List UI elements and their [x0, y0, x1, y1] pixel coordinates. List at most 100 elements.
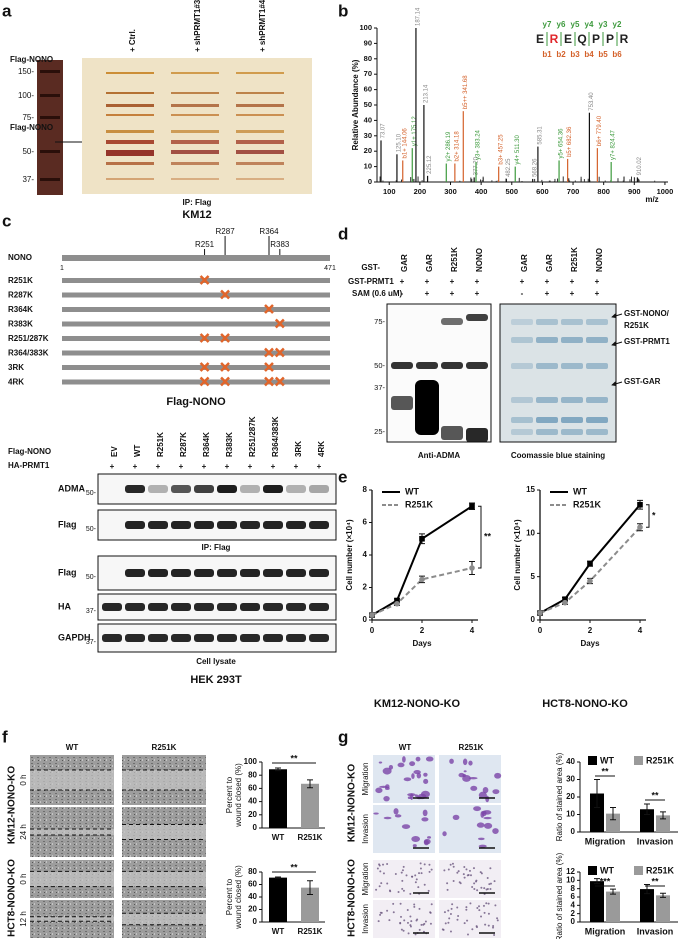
peak-label: 125.10: [397, 133, 403, 152]
stained-cell: [409, 924, 412, 927]
gel-band: [536, 417, 558, 423]
mutant-bar: [62, 336, 330, 341]
point: [394, 600, 400, 607]
mutation-mark: [274, 376, 285, 387]
y-tick-label: 8: [363, 485, 368, 494]
residue: P: [592, 32, 600, 46]
x-tick-label: 0: [538, 626, 543, 635]
gel-band: [561, 397, 583, 403]
error-bar: [594, 878, 600, 885]
x-tick-label: 800: [597, 187, 610, 196]
x-tick-label: 2: [588, 626, 593, 635]
b-ion: b6: [612, 50, 622, 59]
lane-label: WT: [133, 444, 142, 457]
stained-cell: [399, 921, 402, 924]
y-ion: y4: [585, 20, 594, 29]
stained-cell: [485, 902, 488, 905]
stained-cell: [416, 772, 422, 779]
blot-band: [391, 362, 413, 369]
gel-band: [586, 429, 608, 435]
gel-band: [536, 363, 558, 369]
row-label: SAM (0.6 uM): [352, 289, 403, 298]
y-tick-label: 60: [248, 784, 257, 793]
arrow: [611, 313, 623, 319]
stained-cell: [386, 862, 389, 865]
point: [469, 503, 475, 510]
stained-cell: [392, 911, 395, 914]
y-tick-label: 0: [363, 615, 368, 624]
peak-label: b3+ 457.25: [498, 134, 504, 165]
y-tick-label: 15: [526, 485, 535, 494]
cell-line: KM12: [182, 209, 211, 221]
gel-band: [536, 397, 558, 403]
stained-cell: [412, 844, 417, 848]
panel-letter: c: [2, 211, 11, 230]
lane-label: NONO: [475, 248, 484, 272]
peak-label: 753.40: [589, 92, 595, 111]
stained-cell: [466, 919, 469, 922]
domain-bar: [62, 255, 330, 261]
stained-cell: [425, 756, 434, 762]
transwell-image: [439, 860, 501, 898]
gel-band: [106, 162, 154, 165]
wound-gap: [30, 871, 114, 887]
y-tick-label: 10: [566, 875, 575, 884]
cell-line: HEK 293T: [190, 674, 242, 686]
stained-cell: [419, 867, 422, 870]
residue: Q: [577, 32, 586, 46]
stained-cell: [449, 913, 452, 916]
x-tick-label: R251K: [298, 833, 323, 842]
panel-letter: e: [338, 467, 347, 486]
stained-cell: [457, 914, 460, 917]
stained-cell: [456, 906, 459, 909]
marker-label: 150-: [18, 67, 34, 76]
stained-cell: [423, 778, 429, 785]
legend-label: WT: [405, 486, 419, 496]
band-label: R251K: [624, 321, 649, 330]
gel: [82, 58, 312, 194]
marker-label: 100-: [18, 91, 34, 100]
stained-cell: [489, 888, 492, 891]
error-bar: [660, 811, 666, 820]
stained-cell: [417, 886, 420, 889]
y-tick-label: 30: [566, 775, 575, 784]
mutant-label: R383K: [8, 320, 33, 329]
bar: [606, 891, 620, 922]
time-label: 0 h: [19, 873, 28, 884]
stained-cell: [478, 844, 487, 848]
stained-cell: [473, 806, 482, 812]
lane-label: + shPRMT1#4: [258, 0, 267, 52]
stained-cell: [375, 787, 383, 794]
stained-cell: [480, 811, 485, 818]
stained-cell: [383, 795, 390, 802]
panel-letter: a: [2, 1, 12, 20]
stained-cell: [423, 883, 426, 886]
blot-band: [441, 426, 463, 440]
assay-label: Migration: [361, 763, 370, 796]
point: [587, 560, 593, 567]
stained-cell: [407, 932, 410, 935]
stained-cell: [389, 890, 392, 893]
blot-band: [125, 485, 145, 493]
stained-cell: [407, 796, 412, 800]
row-label: HCT8-NONO-KO: [7, 859, 18, 937]
marker-label: 37-: [374, 383, 385, 392]
legend-label: R251K: [573, 499, 602, 509]
stained-cell: [494, 772, 502, 779]
column-label: R251K: [459, 743, 484, 752]
stained-cell: [414, 881, 417, 884]
y-tick-label: 2: [571, 909, 576, 918]
blot-band: [125, 603, 145, 611]
row-label: GST-: [361, 263, 380, 272]
stained-cell: [429, 911, 432, 914]
axis-label: Days: [580, 639, 600, 648]
bar: [640, 889, 654, 922]
marker-label: 50-: [86, 490, 97, 497]
stained-cell: [424, 920, 427, 923]
gel-band: [171, 150, 219, 154]
blot-band: [217, 521, 237, 529]
blot-band: [194, 569, 214, 577]
x-tick-label: 100: [383, 187, 396, 196]
y-tick-label: 6: [363, 518, 368, 527]
